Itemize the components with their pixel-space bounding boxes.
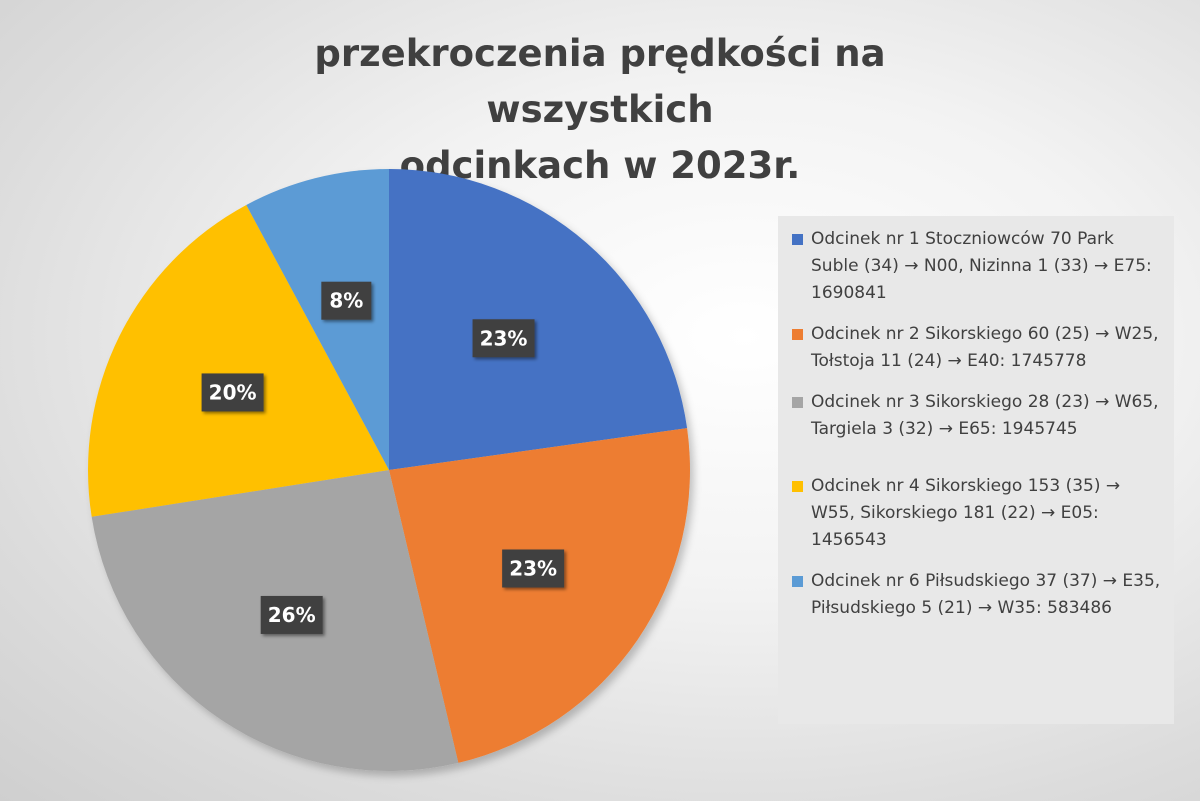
pie-data-labels: 23% 23% 26% 20% 8% [201, 281, 565, 634]
data-label-text-5: 8% [329, 289, 363, 313]
data-label-4: 20% [201, 373, 264, 412]
data-label-3: 26% [260, 595, 323, 634]
legend-label-2: Odcinek nr 2 Sikorskiego 60 (25) → W25, … [811, 324, 1159, 371]
legend-swatch-5 [792, 576, 803, 587]
legend-item-4: Odcinek nr 4 Sikorskiego 153 (35) → W55,… [792, 473, 1162, 554]
legend-item-2: Odcinek nr 2 Sikorskiego 60 (25) → W25, … [792, 321, 1162, 375]
legend-label-4: Odcinek nr 4 Sikorskiego 153 (35) → W55,… [811, 476, 1121, 550]
chart-title-line-1: przekroczenia prędkości na wszystkich [314, 32, 886, 131]
legend-label-5: Odcinek nr 6 Piłsudskiego 37 (37) → E35,… [811, 571, 1161, 618]
pie-slice-5 [246, 169, 389, 470]
legend-item-5: Odcinek nr 6 Piłsudskiego 37 (37) → E35,… [792, 568, 1162, 622]
pie-slice-4 [88, 204, 389, 517]
data-label-2: 23% [502, 549, 565, 588]
pie-slices [88, 169, 690, 771]
pie-chart: 23% 23% 26% 20% 8% [88, 169, 690, 771]
legend-item-1: Odcinek nr 1 Stoczniowców 70 Park Suble … [792, 226, 1162, 307]
data-label-text-1: 23% [480, 326, 528, 350]
legend-swatch-4 [792, 481, 803, 492]
pie-slice-2 [389, 428, 690, 763]
legend-label-1: Odcinek nr 1 Stoczniowców 70 Park Suble … [811, 229, 1152, 303]
legend-item-3: Odcinek nr 3 Sikorskiego 28 (23) → W65, … [792, 389, 1162, 443]
data-label-text-4: 20% [209, 380, 257, 404]
legend-swatch-1 [792, 234, 803, 245]
chart-title: przekroczenia prędkości na wszystkich od… [200, 26, 1000, 194]
pie-slice-1 [389, 169, 688, 470]
data-label-text-2: 23% [509, 556, 557, 580]
legend: Odcinek nr 1 Stoczniowców 70 Park Suble … [778, 216, 1174, 724]
legend-label-3: Odcinek nr 3 Sikorskiego 28 (23) → W65, … [811, 392, 1159, 439]
legend-swatch-3 [792, 397, 803, 408]
data-label-5: 8% [321, 281, 372, 320]
legend-swatch-2 [792, 329, 803, 340]
data-label-text-3: 26% [268, 603, 316, 627]
data-label-1: 23% [472, 319, 535, 358]
